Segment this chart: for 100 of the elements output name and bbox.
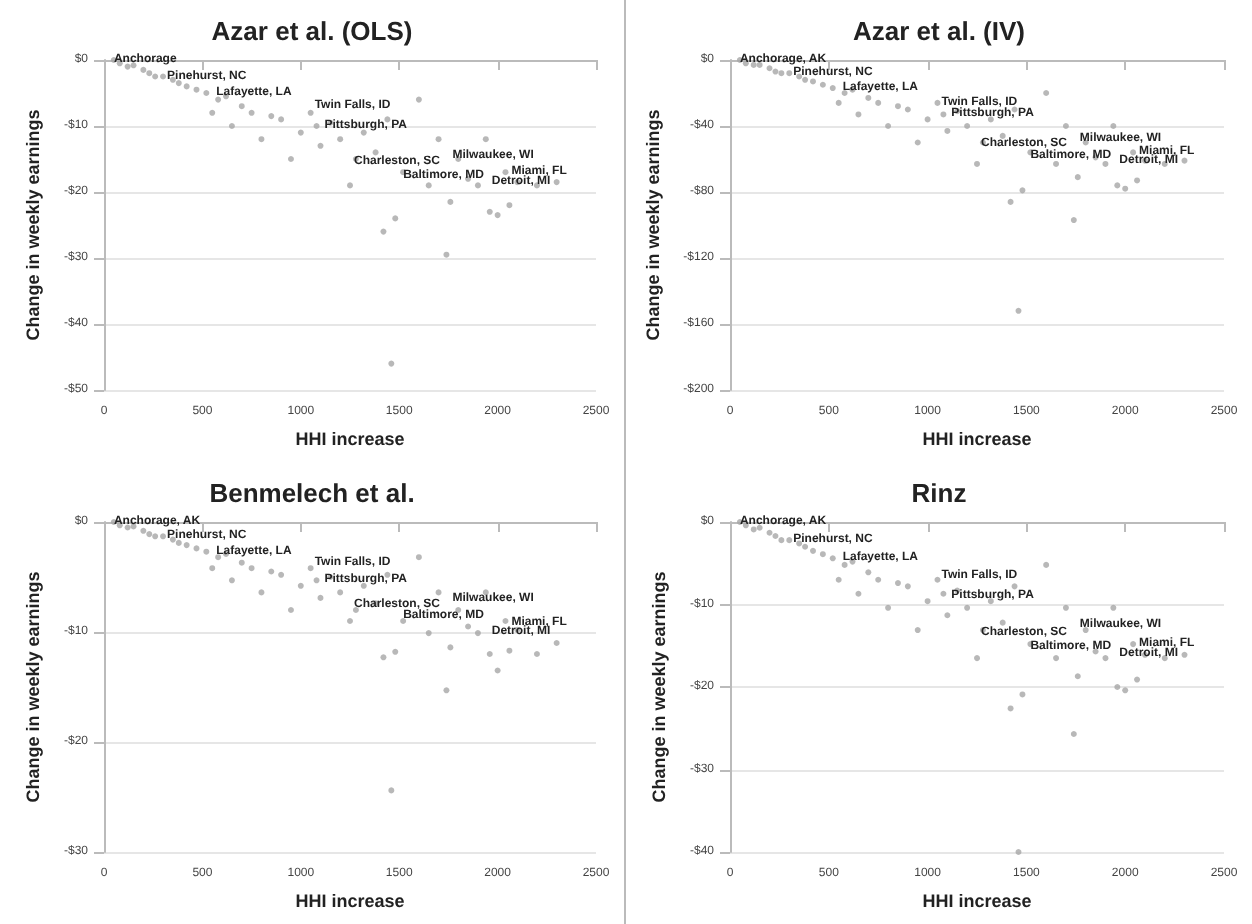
point: [1074, 673, 1081, 680]
point: [506, 647, 513, 654]
point: [465, 623, 472, 630]
point: [786, 537, 793, 544]
point: [855, 111, 862, 118]
point: [1161, 655, 1168, 662]
point: [1134, 177, 1141, 184]
point: [533, 651, 540, 657]
point: [855, 590, 862, 597]
point: [964, 123, 971, 129]
point: [238, 559, 245, 566]
point: [287, 156, 294, 162]
point: [974, 655, 980, 662]
point: [894, 580, 901, 587]
point: [1007, 198, 1014, 205]
point: [287, 607, 294, 613]
point: [1070, 217, 1077, 224]
point: [347, 182, 353, 189]
point: [482, 136, 489, 143]
point: [152, 73, 159, 80]
point: [875, 99, 882, 106]
point: [1122, 185, 1129, 192]
point: [209, 565, 216, 572]
point: [885, 123, 892, 129]
point: [392, 215, 399, 222]
y-axis-title: Change in weekly earnings: [642, 109, 663, 341]
point: [885, 604, 892, 611]
point: [944, 127, 951, 134]
chart-title: Benmelech et al.: [209, 478, 415, 508]
point: [810, 547, 816, 554]
point: [160, 73, 167, 80]
x-axis-title: HHI increase: [922, 891, 1032, 911]
point: [258, 589, 265, 596]
point: [203, 548, 210, 555]
x-axis-title: HHI increase: [922, 429, 1032, 449]
point: [1074, 174, 1081, 181]
point: [506, 202, 513, 209]
point: [297, 582, 304, 589]
point: [337, 589, 344, 596]
point: [443, 251, 450, 258]
point: [1110, 123, 1117, 129]
chart-title: Azar et al. (IV): [853, 16, 1025, 46]
point: [228, 577, 235, 584]
point: [829, 555, 836, 562]
point: [380, 228, 387, 235]
point: [392, 648, 399, 655]
point: [1043, 561, 1050, 568]
point: [819, 551, 826, 558]
point: [238, 103, 245, 110]
point: [297, 129, 304, 136]
point: [1070, 731, 1077, 738]
point: [183, 542, 190, 549]
point: [486, 208, 493, 215]
point: [425, 630, 432, 637]
y-axis-title: Change in weekly earnings: [23, 109, 44, 341]
point: [258, 136, 265, 143]
point: [313, 123, 320, 129]
point: [1053, 655, 1060, 662]
point: [347, 618, 353, 624]
point: [894, 103, 901, 110]
point: [388, 360, 395, 367]
point: [447, 198, 454, 205]
x-axis-title: HHI increase: [295, 891, 405, 911]
point: [1053, 160, 1060, 167]
point: [228, 123, 235, 129]
point: [914, 627, 921, 634]
point: [140, 527, 147, 534]
point: [183, 83, 190, 90]
point: [268, 113, 275, 120]
point: [786, 70, 793, 77]
point: [904, 583, 911, 590]
point: [766, 529, 773, 536]
point: [317, 142, 324, 149]
point: [553, 179, 560, 186]
x-axis-title: HHI increase: [295, 429, 405, 449]
point: [829, 85, 836, 92]
point: [940, 590, 947, 597]
point: [278, 571, 285, 578]
point: [835, 99, 842, 106]
point: [494, 212, 501, 219]
point: [1043, 90, 1050, 96]
point: [447, 644, 454, 651]
point: [248, 109, 255, 116]
point: [1181, 651, 1188, 658]
point: [435, 589, 442, 596]
point: [494, 667, 501, 674]
point: [203, 90, 210, 96]
point: [1102, 655, 1109, 662]
point: [1019, 691, 1026, 698]
point: [934, 576, 941, 583]
point: [974, 160, 980, 167]
point: [146, 531, 153, 538]
point: [152, 533, 159, 540]
point: [1062, 123, 1069, 129]
chart-title: Azar et al. (OLS): [211, 16, 413, 46]
point: [1114, 182, 1121, 189]
point: [835, 576, 842, 583]
point: [1015, 849, 1022, 855]
point: [146, 70, 153, 77]
point: [766, 65, 773, 72]
